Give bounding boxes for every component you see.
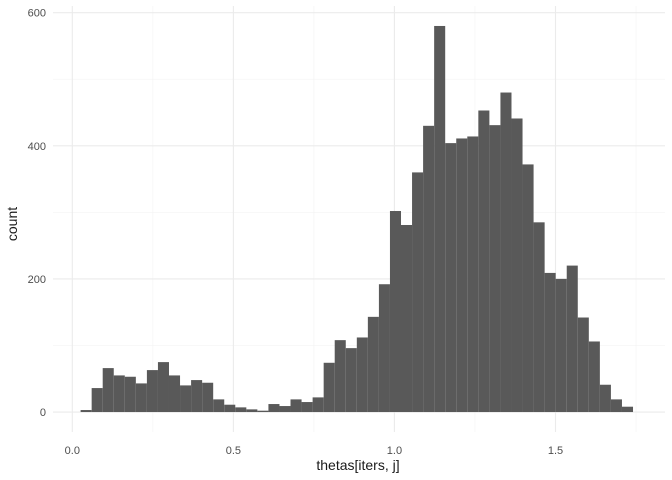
x-tick-label: 0.5 <box>226 445 241 457</box>
histogram-bar <box>135 383 147 413</box>
histogram-bar <box>610 399 622 413</box>
histogram-bar <box>389 211 402 413</box>
histogram-bar <box>301 402 313 413</box>
histogram-bar <box>378 284 390 413</box>
histogram-bar <box>312 397 324 413</box>
histogram-bar <box>544 272 556 413</box>
histogram-bar <box>467 136 479 413</box>
histogram-bar <box>80 410 92 413</box>
x-tick-label: 1.5 <box>548 445 563 457</box>
y-tick-label: 200 <box>28 274 46 286</box>
y-tick-label: 400 <box>28 141 46 153</box>
histogram-bar <box>124 376 136 413</box>
histogram-bar <box>224 404 236 413</box>
histogram-bar <box>500 92 512 413</box>
histogram-bar <box>191 380 203 413</box>
histogram-bar <box>566 265 578 413</box>
histogram-bar <box>323 362 335 413</box>
histogram-bar <box>168 375 181 413</box>
histogram-bar <box>279 406 291 413</box>
histogram-bar <box>489 125 501 413</box>
histogram-bar <box>412 172 424 413</box>
x-axis-tick-labels: 0.0 0.5 1.0 1.5 <box>65 445 563 457</box>
histogram-bar <box>401 224 413 413</box>
y-tick-label: 0 <box>40 407 46 419</box>
histogram-bar <box>621 406 634 413</box>
histogram-bar <box>91 388 103 413</box>
histogram-bars <box>80 25 634 413</box>
histogram-bar <box>180 385 192 413</box>
x-tick-label: 1.0 <box>387 445 402 457</box>
histogram-bar <box>588 341 600 413</box>
histogram-bar <box>533 222 545 413</box>
y-axis-tick-labels: 0 200 400 600 <box>28 8 46 419</box>
histogram-bar <box>456 138 468 413</box>
histogram-bar <box>213 399 225 413</box>
histogram-bar <box>522 164 534 413</box>
histogram-bar <box>599 384 611 413</box>
histogram-bar <box>511 118 523 413</box>
y-axis-title: count <box>4 207 20 241</box>
histogram-bar <box>345 348 357 413</box>
histogram-bar <box>356 337 368 413</box>
histogram-bar <box>555 278 567 413</box>
histogram-bar <box>257 410 269 413</box>
histogram-bar <box>246 409 258 413</box>
histogram-bar <box>157 362 169 413</box>
histogram-bar <box>290 399 302 413</box>
histogram-bar <box>102 368 114 413</box>
histogram-bar <box>334 340 346 413</box>
histogram-bar <box>434 25 446 413</box>
histogram-bar <box>478 110 490 413</box>
histogram-bar <box>367 316 379 413</box>
histogram-bar <box>235 407 247 413</box>
histogram-bar <box>202 382 214 413</box>
x-tick-label: 0.0 <box>65 445 80 457</box>
histogram-bar <box>268 404 280 413</box>
histogram-bar <box>423 125 435 413</box>
histogram-bar <box>113 375 125 413</box>
y-tick-label: 600 <box>28 8 46 20</box>
histogram-bar <box>577 317 589 413</box>
histogram-bar <box>146 370 158 413</box>
x-axis-title: thetas[iters, j] <box>316 457 399 473</box>
histogram-bar <box>445 143 457 413</box>
